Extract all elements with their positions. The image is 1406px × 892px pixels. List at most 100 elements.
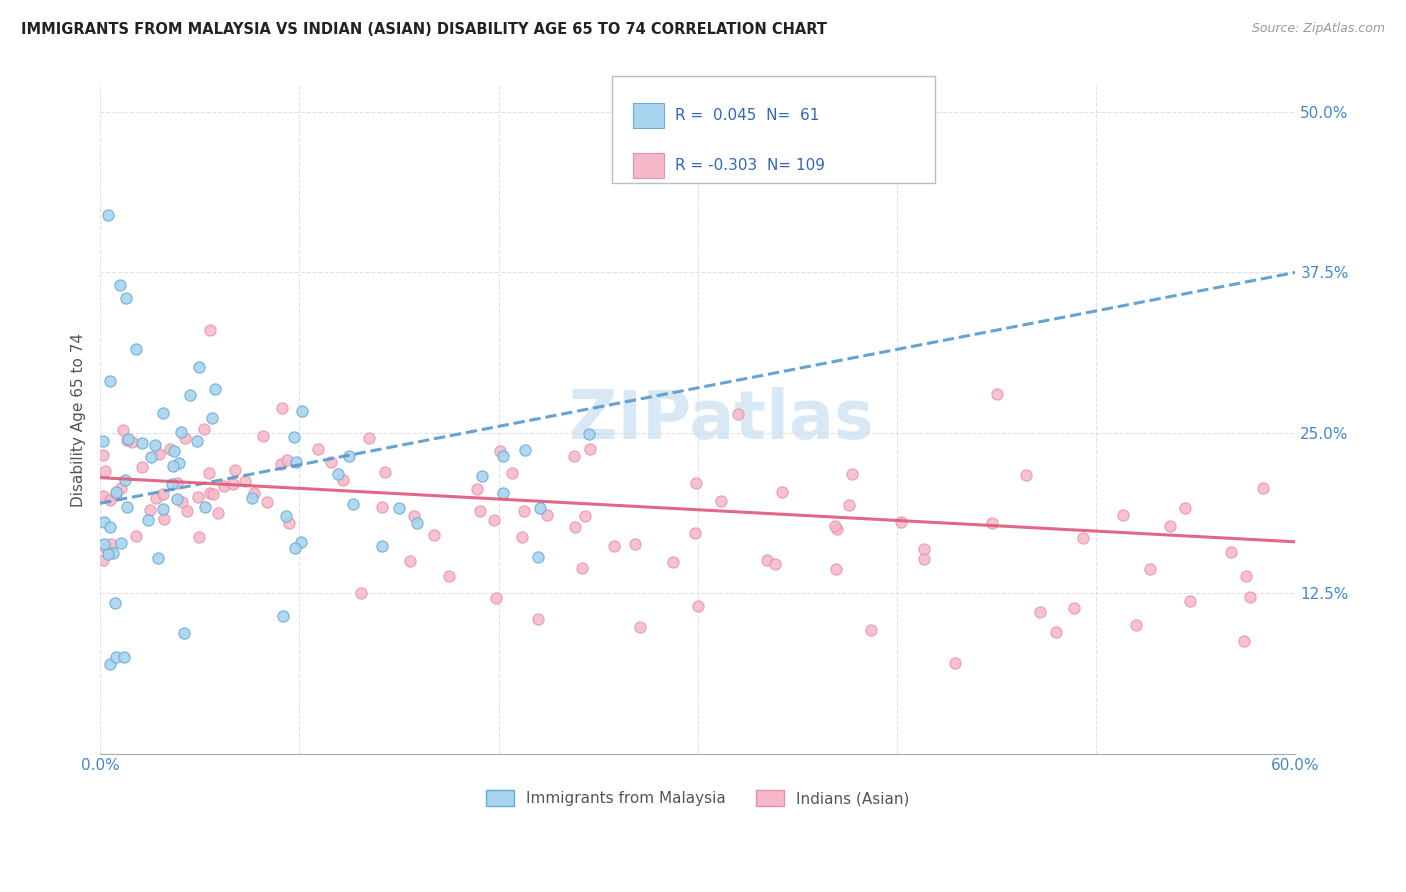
Point — [94, 541, 117, 556]
Point — [492, 449, 515, 463]
Point — [172, 494, 194, 508]
Point — [105, 485, 128, 500]
Legend: Immigrants from Malaysia, Indians (Asian): Immigrants from Malaysia, Indians (Asian… — [479, 784, 915, 813]
Point — [115, 291, 138, 305]
Point — [138, 513, 160, 527]
Point — [564, 519, 586, 533]
Point — [207, 506, 229, 520]
Point — [1045, 624, 1067, 639]
Point — [686, 599, 709, 613]
Point — [224, 463, 246, 477]
Point — [1239, 590, 1261, 604]
Point — [131, 459, 153, 474]
Point — [274, 509, 297, 524]
Point — [824, 561, 846, 575]
Point — [943, 657, 966, 671]
Point — [492, 486, 515, 500]
Point — [91, 448, 114, 462]
Point — [1139, 562, 1161, 576]
Point — [104, 596, 127, 610]
Point — [160, 477, 183, 491]
Point — [484, 591, 506, 605]
Point — [374, 465, 396, 479]
Point — [1251, 481, 1274, 495]
Point — [110, 536, 132, 550]
Point — [515, 442, 537, 457]
Text: IMMIGRANTS FROM MALAYSIA VS INDIAN (ASIAN) DISABILITY AGE 65 TO 74 CORRELATION C: IMMIGRANTS FROM MALAYSIA VS INDIAN (ASIA… — [21, 22, 827, 37]
Point — [93, 489, 115, 503]
Point — [163, 444, 186, 458]
Point — [98, 520, 121, 534]
Point — [1029, 605, 1052, 619]
Point — [571, 560, 593, 574]
Point — [117, 432, 139, 446]
Point — [115, 434, 138, 448]
Point — [860, 623, 883, 637]
Point — [285, 455, 308, 469]
Point — [108, 278, 131, 293]
Point — [527, 612, 550, 626]
Point — [770, 485, 793, 500]
Point — [186, 434, 208, 449]
Point — [167, 456, 190, 470]
Point — [174, 431, 197, 445]
Point — [388, 500, 411, 515]
Text: Source: ZipAtlas.com: Source: ZipAtlas.com — [1251, 22, 1385, 36]
Point — [727, 407, 749, 421]
Point — [105, 650, 128, 665]
Point — [198, 323, 221, 337]
Point — [97, 208, 120, 222]
Point — [252, 429, 274, 443]
Point — [270, 401, 292, 416]
Point — [1178, 593, 1201, 607]
Point — [536, 508, 558, 522]
Point — [628, 620, 651, 634]
Point — [187, 359, 209, 374]
Point — [162, 458, 184, 473]
Point — [233, 475, 256, 489]
Point — [242, 486, 264, 500]
Point — [145, 491, 167, 505]
Point — [510, 530, 533, 544]
Point — [98, 657, 121, 671]
Point — [152, 487, 174, 501]
Point — [114, 473, 136, 487]
Point — [91, 434, 114, 449]
Point — [1234, 568, 1257, 582]
Point — [513, 504, 536, 518]
Point — [193, 422, 215, 436]
Point — [100, 537, 122, 551]
Point — [406, 516, 429, 530]
Point — [125, 343, 148, 357]
Y-axis label: Disability Age 65 to 74: Disability Age 65 to 74 — [72, 333, 86, 507]
Point — [529, 501, 551, 516]
Point — [276, 453, 298, 467]
Point — [326, 467, 349, 481]
Point — [562, 449, 585, 463]
Point — [212, 479, 235, 493]
Point — [93, 464, 115, 478]
Point — [578, 427, 600, 442]
Point — [146, 550, 169, 565]
Point — [756, 553, 779, 567]
Point — [240, 491, 263, 505]
Point — [489, 444, 512, 458]
Point — [176, 504, 198, 518]
Point — [526, 549, 548, 564]
Point — [284, 541, 307, 555]
Point — [194, 500, 217, 514]
Point — [221, 477, 243, 491]
Point — [117, 500, 139, 515]
Point — [271, 608, 294, 623]
Point — [170, 425, 193, 439]
Point — [98, 493, 121, 508]
Point — [291, 404, 314, 418]
Point — [101, 545, 124, 559]
Point — [1233, 634, 1256, 648]
Point — [683, 526, 706, 541]
Point — [467, 482, 489, 496]
Point — [423, 528, 446, 542]
Point — [371, 539, 394, 553]
Point — [342, 498, 364, 512]
Point — [321, 455, 343, 469]
